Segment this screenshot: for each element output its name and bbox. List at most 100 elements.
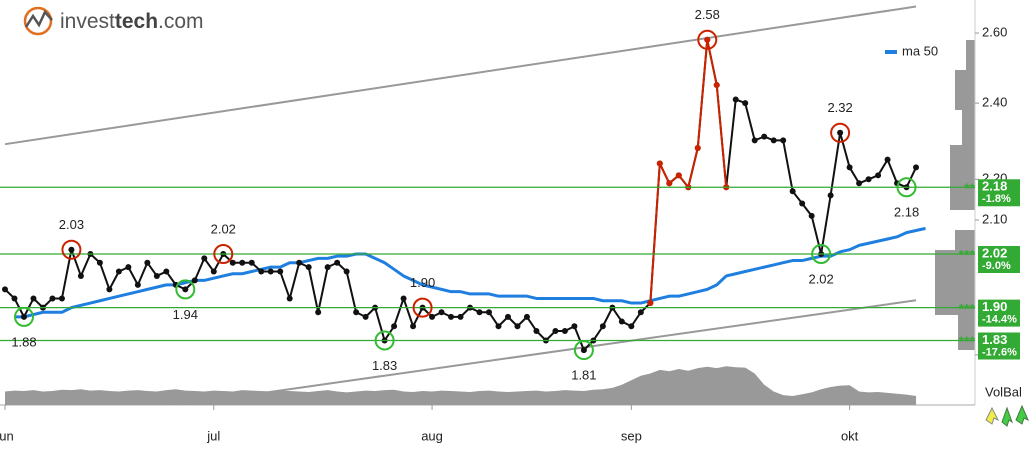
price-dot bbox=[58, 295, 65, 302]
price-dot bbox=[552, 327, 559, 334]
price-dot bbox=[239, 259, 246, 266]
level-stars: *** bbox=[959, 300, 976, 316]
price-dot bbox=[514, 323, 521, 330]
value-label: 1.88 bbox=[11, 334, 36, 349]
level-box bbox=[978, 246, 1020, 274]
price-dot bbox=[296, 259, 303, 266]
price-dot bbox=[675, 172, 682, 179]
series-line bbox=[4, 38, 917, 352]
price-dot bbox=[808, 212, 815, 219]
logo-text: investtech.com bbox=[60, 10, 204, 33]
price-dot bbox=[770, 137, 777, 144]
level-box bbox=[978, 332, 1020, 360]
price-dot bbox=[846, 164, 853, 171]
price-dot bbox=[438, 309, 445, 316]
price-dot bbox=[666, 180, 673, 187]
price-dot bbox=[599, 323, 606, 330]
price-dot bbox=[713, 82, 720, 89]
price-dot bbox=[789, 188, 796, 195]
extreme-marker bbox=[374, 330, 395, 351]
value-label: 2.02 bbox=[808, 271, 833, 286]
x-tick-label: okt bbox=[841, 428, 859, 443]
value-label: 1.94 bbox=[173, 307, 198, 322]
price-dot bbox=[324, 264, 331, 271]
price-dot bbox=[77, 272, 84, 279]
volume-by-price bbox=[935, 40, 975, 350]
value-label: 2.03 bbox=[59, 217, 84, 232]
price-dot bbox=[410, 323, 417, 330]
price-dot bbox=[761, 133, 768, 140]
level-box bbox=[978, 179, 1020, 207]
extreme-marker bbox=[573, 340, 594, 361]
value-label: 2.18 bbox=[894, 205, 919, 220]
price-dot bbox=[533, 327, 540, 334]
price-dot bbox=[628, 323, 635, 330]
price-dot bbox=[191, 277, 198, 284]
price-dot bbox=[476, 309, 483, 316]
price-dot bbox=[875, 172, 882, 179]
series-line bbox=[649, 38, 728, 304]
price-dot bbox=[134, 281, 141, 288]
price-dot bbox=[248, 259, 255, 266]
price-dot bbox=[561, 327, 568, 334]
price-dot bbox=[618, 318, 625, 325]
level-value: 2.02 bbox=[982, 245, 1007, 260]
price-dot bbox=[343, 268, 350, 275]
volume-area bbox=[5, 366, 917, 405]
volbal-label: VolBal bbox=[985, 384, 1022, 399]
price-dot bbox=[163, 268, 170, 275]
x-tick-label: aug bbox=[421, 428, 443, 443]
price-dot bbox=[267, 268, 274, 275]
value-label: 1.83 bbox=[372, 358, 397, 373]
price-dot bbox=[694, 145, 701, 152]
price-dot bbox=[799, 200, 806, 207]
y-tick-label: 2.10 bbox=[982, 211, 1007, 226]
level-value: 1.83 bbox=[982, 332, 1007, 347]
extreme-marker bbox=[412, 297, 433, 318]
level-value: 2.18 bbox=[982, 179, 1007, 194]
level-stars: *** bbox=[959, 333, 976, 349]
price-dot bbox=[201, 255, 208, 262]
level-value: 1.90 bbox=[982, 299, 1007, 314]
price-dot bbox=[495, 323, 502, 330]
price-dot bbox=[210, 268, 217, 275]
price-dot bbox=[106, 286, 113, 293]
extreme-marker bbox=[61, 239, 82, 260]
price-dot bbox=[504, 313, 511, 320]
trend-line bbox=[170, 299, 917, 405]
price-dot bbox=[20, 313, 27, 320]
price-dot bbox=[68, 246, 75, 253]
extreme-marker bbox=[811, 244, 832, 265]
price-dot bbox=[362, 313, 369, 320]
price-dot bbox=[457, 313, 464, 320]
level-change: -9.0% bbox=[982, 260, 1011, 272]
extreme-marker bbox=[213, 244, 234, 265]
value-label: 2.32 bbox=[827, 100, 852, 115]
logo: investtech.com bbox=[23, 6, 204, 36]
price-dot bbox=[865, 176, 872, 183]
y-tick-label: 2.40 bbox=[982, 95, 1007, 110]
extreme-marker bbox=[13, 306, 34, 327]
price-dot bbox=[580, 347, 587, 354]
value-label: 2.58 bbox=[695, 7, 720, 22]
level-stars: ** bbox=[964, 180, 975, 196]
price-dot bbox=[125, 264, 132, 271]
price-dot bbox=[837, 129, 844, 136]
price-dot bbox=[182, 286, 189, 293]
price-dot bbox=[391, 323, 398, 330]
x-tick-label: jul bbox=[206, 428, 220, 443]
price-dot bbox=[448, 313, 455, 320]
price-dot bbox=[11, 295, 18, 302]
price-dot bbox=[96, 259, 103, 266]
price-dot bbox=[913, 164, 920, 171]
price-dot bbox=[704, 36, 711, 43]
price-dot bbox=[400, 295, 407, 302]
price-dot bbox=[153, 272, 160, 279]
legend-label: ma 50 bbox=[902, 43, 938, 58]
price-dot bbox=[523, 313, 530, 320]
value-label: 2.02 bbox=[211, 221, 236, 236]
price-dot bbox=[827, 192, 834, 199]
price-dot bbox=[30, 295, 37, 302]
trend-line bbox=[4, 5, 917, 146]
